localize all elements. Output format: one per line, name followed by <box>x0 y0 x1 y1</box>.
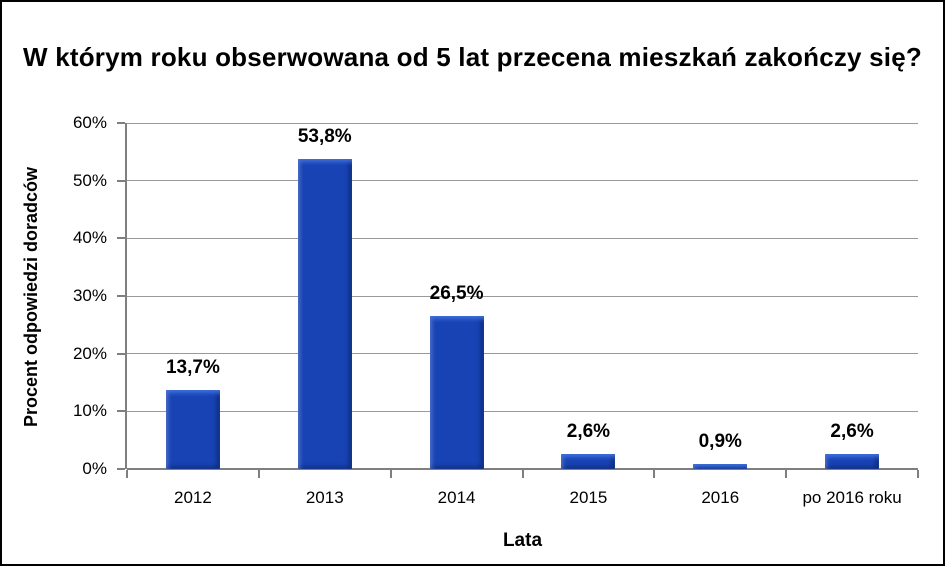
y-tick-label: 40% <box>72 228 107 248</box>
x-axis-tick <box>785 470 788 478</box>
y-axis-tick <box>117 295 125 297</box>
category-label-2016: 2016 <box>701 488 740 507</box>
gridline <box>127 295 918 297</box>
x-axis-tick <box>653 470 656 478</box>
bar-2014 <box>429 316 484 469</box>
bar-value-label: 13,7% <box>165 356 220 378</box>
category-label-po-2016-roku: po 2016 roku <box>802 488 902 507</box>
y-tick-label: 60% <box>72 113 107 132</box>
category-label-2013: 2013 <box>305 488 344 507</box>
x-axis-line <box>127 468 918 470</box>
y-tick-label: 0% <box>82 459 107 478</box>
chart-title: W którym roku obserwowana od 5 lat przec… <box>23 42 922 72</box>
category-label-2014: 2014 <box>437 488 476 507</box>
x-axis-tick <box>917 470 919 478</box>
y-axis-tick <box>117 468 125 470</box>
bar-value-label: 26,5% <box>429 283 484 305</box>
gridline <box>127 237 918 239</box>
y-axis-tick <box>117 410 125 413</box>
category-label-2015: 2015 <box>569 488 608 507</box>
x-axis-tick <box>126 470 128 478</box>
y-axis-line <box>125 123 127 469</box>
bar-2013 <box>297 158 352 469</box>
y-axis-tick <box>117 122 125 124</box>
bar-value-label: 0,9% <box>698 430 742 452</box>
gridline <box>127 122 918 124</box>
gridline <box>127 353 918 355</box>
category-label-2012: 2012 <box>173 488 212 507</box>
bar-value-label: 53,8% <box>297 125 352 147</box>
x-axis-tick <box>257 470 260 478</box>
gridline <box>127 410 918 412</box>
plot-area <box>117 122 919 478</box>
bar-2016 <box>693 463 748 469</box>
y-tick-label: 20% <box>72 343 107 363</box>
y-axis-title: Procent odpowiedzi doradców <box>21 167 41 428</box>
bar-2015 <box>561 454 616 469</box>
bar-value-label: 2,6% <box>566 421 611 442</box>
x-axis-tick <box>521 470 524 478</box>
y-tick-label: 10% <box>72 401 107 421</box>
y-axis-tick <box>117 237 125 240</box>
y-axis-tick <box>117 179 125 182</box>
bar-po-2016-roku <box>825 454 880 469</box>
x-axis-tick <box>389 470 392 478</box>
gridline <box>127 180 918 182</box>
bar-2012 <box>165 390 220 469</box>
x-axis-title: Lata <box>502 530 543 551</box>
y-axis-tick <box>117 352 125 355</box>
y-tick-label: 50% <box>72 170 107 190</box>
bar-value-label: 2,6% <box>830 421 874 442</box>
y-tick-label: 30% <box>72 286 107 305</box>
